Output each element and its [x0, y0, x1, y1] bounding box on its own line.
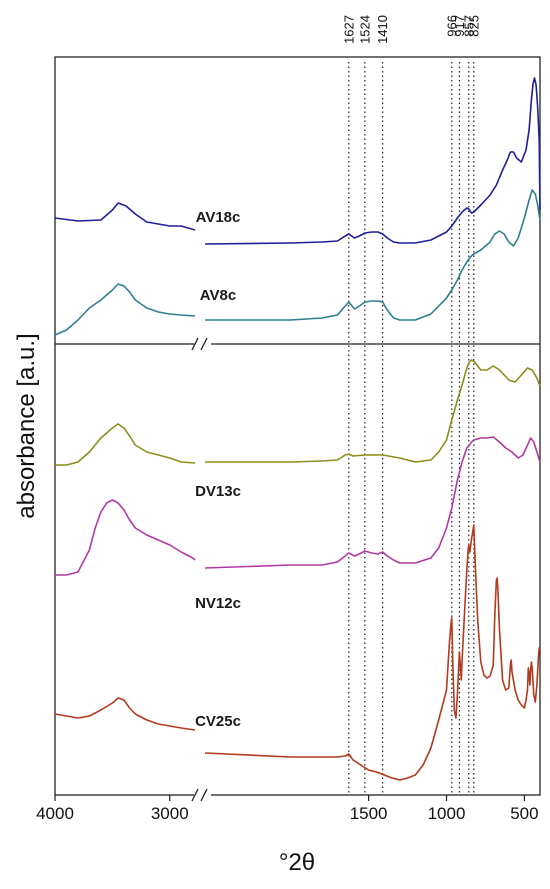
- reference-label-1627: 1627: [341, 15, 356, 44]
- panel-break-gap: [194, 337, 211, 351]
- x-axis-break-mark-left: [191, 788, 199, 802]
- x-axis-title: °2θ: [279, 849, 315, 876]
- series-line-DV13c-left: [55, 423, 196, 466]
- series-line-NV12c-right: [204, 436, 541, 569]
- reference-label-1410: 1410: [375, 15, 390, 44]
- sample-labels: AV18c AV8c DV13c NV12c CV25c: [195, 209, 241, 730]
- series-line-AV18c-right: [204, 77, 541, 245]
- series-line-NV12c-left: [55, 499, 196, 576]
- reference-label-857: 857: [461, 15, 476, 37]
- series-line-AV8c-right: [205, 189, 541, 321]
- x-tick-label-4000: 4000: [36, 804, 74, 823]
- panel-break-mark-right: [200, 337, 208, 351]
- sample-label-AV18c: AV18c: [196, 209, 241, 226]
- x-axis-break-mark-right: [200, 788, 208, 802]
- axis-break-gap: [194, 788, 211, 802]
- plot-border: [54, 56, 541, 796]
- reference-label-825: 825: [466, 15, 481, 37]
- x-tick-label-3000: 3000: [151, 804, 189, 823]
- sample-label-AV8c: AV8c: [200, 287, 236, 304]
- series-line-AV18c-left: [54, 202, 196, 231]
- x-tick-label-500: 500: [510, 804, 538, 823]
- series-curves: [54, 77, 541, 781]
- sample-label-NV12c: NV12c: [195, 595, 241, 612]
- y-axis-title: absorbance [a.u.]: [13, 333, 40, 518]
- series-line-DV13c-right: [205, 359, 541, 463]
- reference-label-917: 917: [452, 15, 467, 37]
- series-line-CV25c-left: [54, 697, 196, 731]
- series-line-AV8c-left: [54, 283, 196, 336]
- x-tick-label-1000: 1000: [428, 804, 466, 823]
- axis-break-marks: [191, 337, 208, 802]
- panel-break-mark-left: [191, 337, 199, 351]
- sample-label-CV25c: CV25c: [195, 713, 241, 730]
- reference-label-966: 966: [444, 15, 459, 37]
- x-axis-ticks: 4000 3000 1500 1000 500: [36, 795, 539, 823]
- plot-frame: [54, 56, 541, 802]
- x-tick-label-1500: 1500: [350, 804, 388, 823]
- reference-label-1524: 1524: [357, 15, 372, 44]
- sample-label-DV13c: DV13c: [195, 483, 241, 500]
- series-line-CV25c-right: [204, 524, 541, 781]
